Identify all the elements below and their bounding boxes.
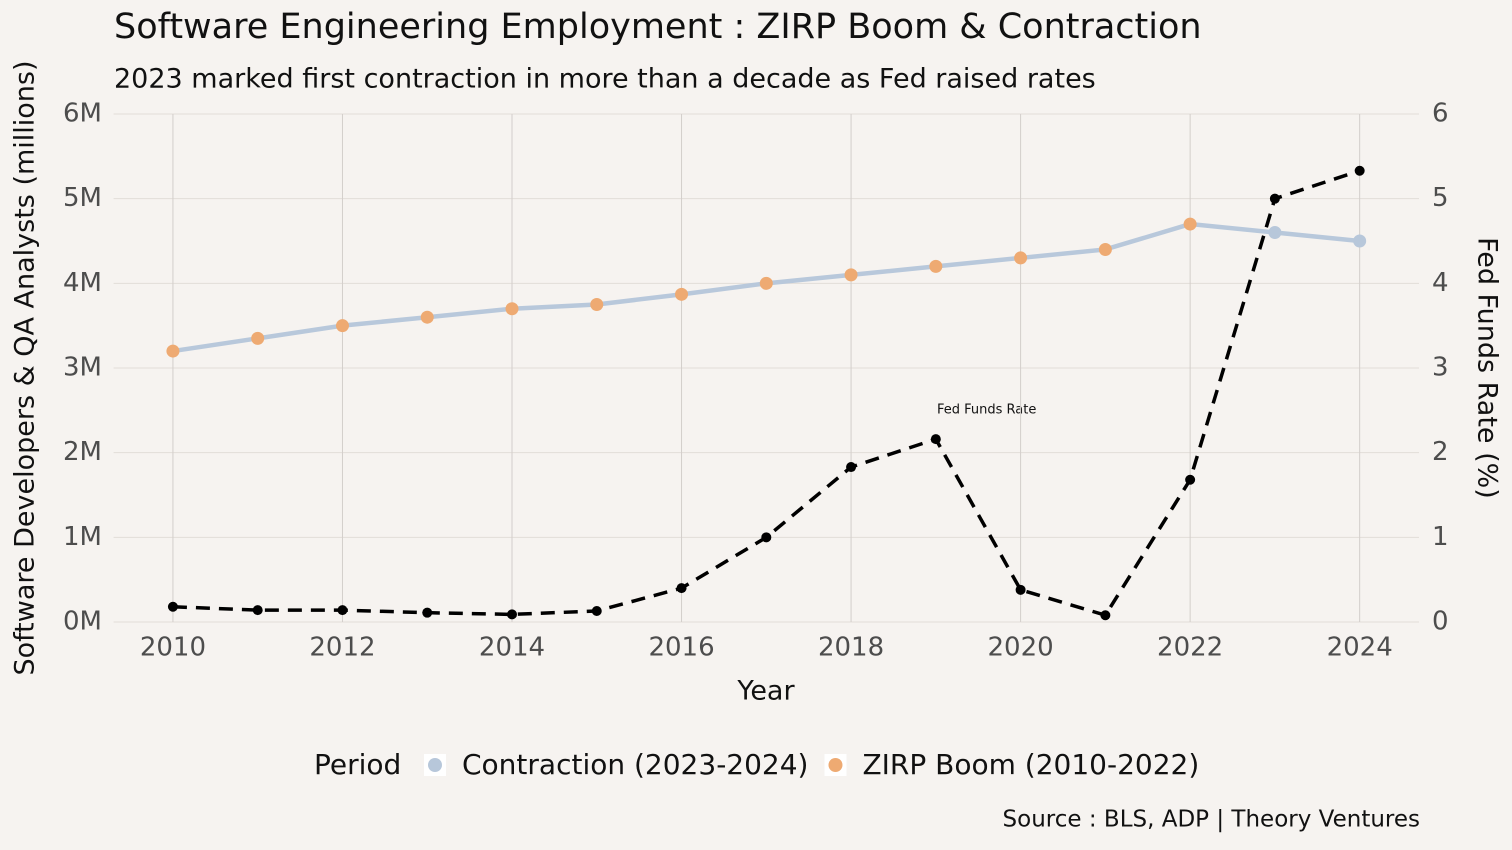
legend-swatch	[428, 758, 442, 772]
employment-point	[505, 302, 519, 316]
x-tick-label: 2014	[479, 633, 545, 663]
marks	[166, 165, 1367, 621]
rate-point	[676, 583, 687, 594]
source-note: Source : BLS, ADP | Theory Ventures	[1003, 807, 1420, 833]
chart-subtitle: 2023 marked first contraction in more th…	[114, 64, 1096, 95]
chart-title: Software Engineering Employment : ZIRP B…	[114, 7, 1202, 47]
x-tick-label: 2018	[818, 633, 884, 663]
employment-point	[166, 344, 180, 358]
y-tick-label: 4M	[63, 268, 102, 298]
employment-point	[420, 310, 434, 324]
y2-tick-label: 0	[1432, 607, 1449, 637]
employment-point	[675, 287, 689, 301]
employment-point	[335, 319, 349, 333]
y-tick-label: 1M	[63, 522, 102, 552]
x-axis-title: Year	[736, 676, 795, 707]
legend-label: ZIRP Boom (2010-2022)	[862, 748, 1199, 781]
y2-tick-label: 2	[1432, 437, 1449, 467]
employment-point	[929, 259, 943, 273]
rate-point	[337, 605, 348, 616]
employment-point	[1098, 242, 1112, 256]
grid: 0M 1M 2M 3M 4M 5M 6M 0 1 2 3 4 5 6 2010 2012 2014 2016 201…	[63, 99, 1449, 663]
rate-point	[930, 434, 941, 445]
employment-point	[1268, 226, 1282, 240]
y-tick-label: 0M	[63, 607, 102, 637]
rate-point	[846, 462, 857, 473]
y-tick-label: 2M	[63, 437, 102, 467]
y2-axis-title: Fed Funds Rate (%)	[1472, 237, 1503, 499]
y2-tick-label: 6	[1432, 99, 1449, 129]
x-tick-label: 2022	[1157, 633, 1223, 663]
employment-point	[251, 331, 265, 345]
y2-tick-label: 1	[1432, 522, 1449, 552]
employment-point	[590, 298, 604, 311]
x-tick-label: 2020	[988, 633, 1054, 663]
x-tick-label: 2010	[140, 633, 206, 663]
rate-point	[1100, 610, 1111, 621]
rate-line	[172, 169, 1361, 618]
employment-point	[759, 276, 773, 290]
rate-point	[1354, 165, 1365, 176]
y-tick-label: 5M	[63, 183, 102, 213]
legend-title: Period	[314, 748, 401, 781]
x-tick-label: 2012	[309, 633, 375, 663]
x-tick-label: 2016	[648, 633, 714, 663]
y2-tick-label: 4	[1432, 268, 1449, 298]
rate-point	[761, 532, 772, 543]
rate-point	[167, 601, 178, 612]
annotation: Fed Funds Rate	[937, 403, 1036, 418]
rate-point	[507, 609, 518, 620]
employment-point	[1353, 234, 1367, 248]
employment-point	[844, 268, 858, 282]
y2-tick-label: 3	[1432, 353, 1449, 383]
y-tick-label: 6M	[63, 99, 102, 129]
legend-label: Contraction (2023-2024)	[462, 748, 808, 781]
legend-swatch	[828, 758, 843, 772]
rate-point	[1015, 584, 1026, 595]
rate-point	[252, 605, 263, 616]
x-tick-label: 2024	[1327, 633, 1393, 663]
rate-point	[1269, 193, 1280, 204]
employment-point	[1183, 217, 1197, 231]
employment-point	[1014, 251, 1028, 265]
rate-point	[1185, 474, 1196, 485]
legend: Period Contraction (2023-2024) ZIRP Boom (…	[314, 748, 1199, 781]
y2-tick-label: 5	[1432, 183, 1449, 213]
y-axis-title: Software Developers & QA Analysts (milli…	[10, 60, 41, 675]
y-tick-label: 3M	[63, 353, 102, 383]
rate-point	[591, 605, 602, 616]
rate-point	[422, 607, 433, 618]
